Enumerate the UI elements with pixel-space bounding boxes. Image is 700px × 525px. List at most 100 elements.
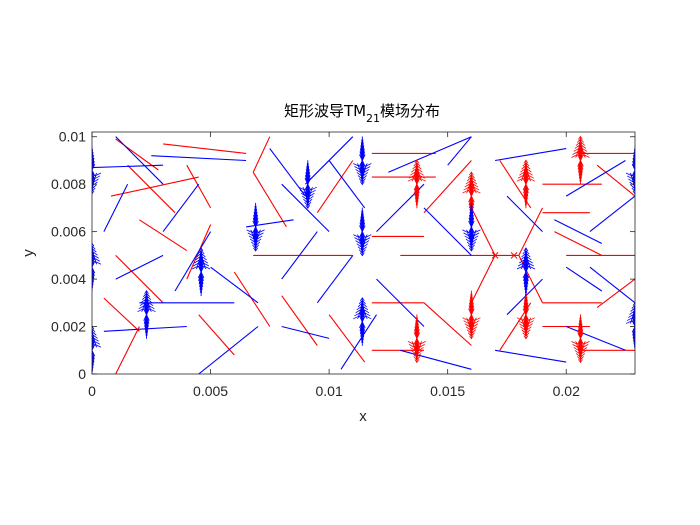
cluster-arrowhead bbox=[310, 186, 317, 191]
cluster-arrowhead bbox=[355, 169, 362, 174]
y-tick-label: 0 bbox=[78, 366, 86, 382]
cluster-arrowhead bbox=[246, 229, 254, 234]
cluster-arrowhead bbox=[83, 261, 89, 264]
cluster-arrowhead bbox=[528, 317, 536, 322]
cluster-arrowhead bbox=[137, 308, 145, 313]
cluster-arrowhead bbox=[416, 353, 422, 358]
field-vector bbox=[103, 297, 140, 332]
cluster-arrowhead bbox=[472, 323, 479, 328]
cluster-vector bbox=[468, 189, 475, 203]
arrow-cluster bbox=[462, 202, 481, 252]
cluster-arrowhead bbox=[248, 235, 255, 240]
cluster-arrowhead bbox=[140, 298, 146, 304]
cluster-vector bbox=[92, 168, 96, 177]
field-vector bbox=[423, 207, 472, 256]
field-vector bbox=[174, 231, 212, 292]
cluster-vector bbox=[92, 252, 94, 273]
cluster-vector bbox=[577, 332, 584, 345]
x-tick-label: 0.01 bbox=[315, 383, 342, 399]
field-vector bbox=[233, 271, 271, 327]
cluster-arrowhead bbox=[92, 334, 93, 336]
field-vector bbox=[281, 183, 330, 232]
cluster-arrowhead bbox=[194, 259, 200, 264]
arrow-cluster bbox=[137, 289, 156, 339]
cluster-arrowhead bbox=[202, 256, 207, 261]
cluster-arrowhead bbox=[626, 316, 634, 321]
cluster-vector bbox=[92, 160, 95, 172]
cluster-arrowhead bbox=[526, 256, 532, 261]
field-vector bbox=[246, 219, 294, 228]
cluster-arrowhead bbox=[361, 178, 366, 183]
cluster-arrowhead bbox=[362, 303, 367, 308]
y-axis-label: y bbox=[20, 249, 37, 257]
cluster-arrowhead bbox=[363, 311, 371, 317]
cluster-arrowhead bbox=[353, 315, 360, 320]
cluster-arrowhead bbox=[631, 304, 635, 309]
cluster-arrowhead bbox=[92, 190, 95, 195]
cluster-arrowhead bbox=[638, 321, 644, 324]
cluster-arrowhead bbox=[417, 168, 423, 173]
cluster-arrowhead bbox=[199, 250, 205, 255]
cluster-vector bbox=[633, 321, 635, 342]
cluster-arrowhead bbox=[247, 232, 255, 237]
cluster-arrowhead bbox=[92, 331, 97, 336]
arrow-cluster bbox=[571, 314, 590, 364]
chart-title-suffix: 模场分布 bbox=[380, 102, 440, 120]
arrow-cluster bbox=[353, 136, 372, 186]
cluster-vector bbox=[197, 265, 205, 279]
cluster-arrowhead bbox=[418, 344, 425, 349]
cluster-arrowhead bbox=[363, 308, 370, 314]
field-vector bbox=[281, 325, 330, 339]
cluster-arrowhead bbox=[472, 320, 480, 325]
cluster-arrowhead bbox=[471, 177, 476, 182]
cluster-arrowhead bbox=[363, 166, 371, 171]
cluster-arrowhead bbox=[462, 229, 469, 234]
cluster-arrowhead bbox=[361, 300, 366, 305]
cluster-arrowhead bbox=[519, 259, 525, 264]
cluster-arrowhead bbox=[520, 168, 525, 173]
cluster-arrowhead bbox=[354, 237, 361, 242]
cluster-vector bbox=[632, 324, 635, 336]
field-vector bbox=[328, 314, 366, 363]
cluster-arrowhead bbox=[249, 238, 255, 243]
cluster-arrowhead bbox=[94, 343, 102, 348]
arrow-cluster bbox=[516, 247, 536, 296]
cluster-arrowhead bbox=[516, 177, 524, 182]
field-vector bbox=[198, 314, 235, 356]
cluster-arrowhead bbox=[473, 189, 481, 194]
cluster-arrowhead bbox=[527, 171, 533, 176]
cluster-arrowhead bbox=[520, 256, 525, 261]
field-vector bbox=[554, 231, 603, 256]
cluster-arrowhead bbox=[87, 335, 91, 338]
cluster-arrowhead bbox=[465, 238, 471, 243]
cluster-arrowhead bbox=[417, 350, 423, 355]
cluster-vector bbox=[92, 266, 96, 274]
cluster-arrowhead bbox=[465, 326, 471, 331]
field-vector bbox=[470, 207, 496, 256]
field-vector bbox=[495, 349, 567, 363]
cluster-vector bbox=[92, 338, 95, 354]
field-vector bbox=[447, 136, 472, 166]
cluster-arrowhead bbox=[408, 344, 416, 349]
cluster-arrowhead bbox=[418, 171, 424, 176]
cluster-arrowhead bbox=[92, 242, 95, 247]
field-vector bbox=[115, 136, 164, 185]
cluster-vector bbox=[92, 344, 96, 352]
cluster-vector bbox=[92, 341, 95, 353]
cluster-vector bbox=[468, 308, 475, 321]
cluster-arrowhead bbox=[469, 335, 474, 340]
cluster-arrowhead bbox=[202, 259, 208, 264]
cluster-arrowhead bbox=[637, 315, 642, 318]
cluster-vector bbox=[252, 220, 259, 234]
cluster-arrowhead bbox=[356, 305, 362, 311]
cluster-arrowhead bbox=[571, 341, 578, 345]
cluster-arrowhead bbox=[472, 183, 479, 188]
cluster-arrowhead bbox=[572, 344, 580, 349]
cluster-vector bbox=[413, 178, 421, 191]
field-vector bbox=[115, 255, 164, 304]
cluster-arrowhead bbox=[92, 187, 96, 192]
cluster-arrowhead bbox=[517, 320, 525, 325]
cluster-vector bbox=[92, 157, 95, 173]
cluster-arrowhead bbox=[419, 341, 427, 345]
cluster-arrowhead bbox=[256, 238, 262, 243]
